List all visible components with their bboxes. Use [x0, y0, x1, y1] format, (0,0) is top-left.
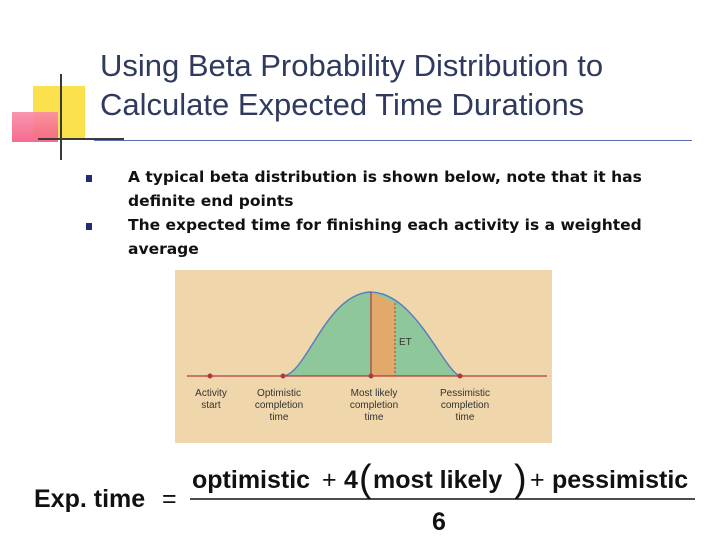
expected-time-formula: Exp. time = optimistic + 4 ( most likely…	[34, 458, 695, 535]
formula-term-most-likely: most likely	[373, 466, 502, 494]
formula-equals: =	[162, 485, 177, 513]
axis-label-line: start	[201, 400, 221, 411]
et-label: ET	[399, 337, 412, 348]
decor-pink-square	[12, 112, 58, 142]
bullet-list: A typical beta distribution is shown bel…	[86, 165, 706, 261]
formula-plus: +	[322, 466, 337, 494]
axis-point-activity-start	[207, 373, 213, 379]
slide-title: Using Beta Probability Distribution to C…	[100, 48, 604, 122]
formula-open-paren: (	[359, 458, 372, 500]
axis-label-line: Most likely	[351, 388, 398, 399]
et-band	[371, 292, 395, 376]
bullet-square-icon	[86, 175, 92, 182]
axis-label-line: Activity	[195, 388, 227, 399]
formula-denominator: 6	[432, 508, 446, 535]
distribution-curve	[282, 291, 461, 377]
bullet-text: The expected time for finishing each act…	[128, 216, 642, 258]
bullet-item: The expected time for finishing each act…	[86, 213, 706, 261]
axis-label-line: time	[270, 412, 289, 423]
bullet-item: A typical beta distribution is shown bel…	[86, 165, 706, 213]
bullet-text: A typical beta distribution is shown bel…	[128, 168, 642, 210]
axis-label-line: time	[456, 412, 475, 423]
axis-label-line: completion	[255, 400, 303, 411]
bullet-square-icon	[86, 223, 92, 230]
beta-distribution-figure: ET Activity start Optimistic completion …	[175, 270, 552, 443]
formula-coefficient: 4	[344, 466, 358, 494]
formula-close-paren: )	[514, 458, 527, 500]
axis-label-line: time	[365, 412, 384, 423]
axis-label-line: completion	[441, 400, 489, 411]
axis-point-pessimistic	[457, 373, 463, 379]
axis-point-most-likely	[368, 373, 374, 379]
formula-term-optimistic: optimistic	[192, 466, 310, 494]
axis-label-line: completion	[350, 400, 398, 411]
decor-horizontal-line	[38, 138, 124, 140]
formula-term-pessimistic: pessimistic	[552, 466, 688, 494]
axis-label-line: Optimistic	[257, 388, 301, 399]
title-underline	[94, 140, 692, 141]
formula-plus: +	[530, 466, 545, 494]
formula-lhs: Exp. time	[34, 485, 145, 513]
decor-vertical-line	[60, 74, 62, 160]
axis-label-line: Pessimistic	[440, 388, 490, 399]
axis-point-optimistic	[280, 373, 286, 379]
